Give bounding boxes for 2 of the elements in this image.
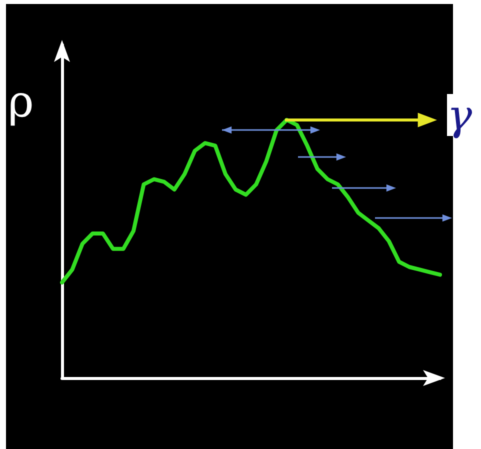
y-axis-title: ρ bbox=[8, 76, 34, 128]
text: γ bbox=[447, 90, 473, 140]
